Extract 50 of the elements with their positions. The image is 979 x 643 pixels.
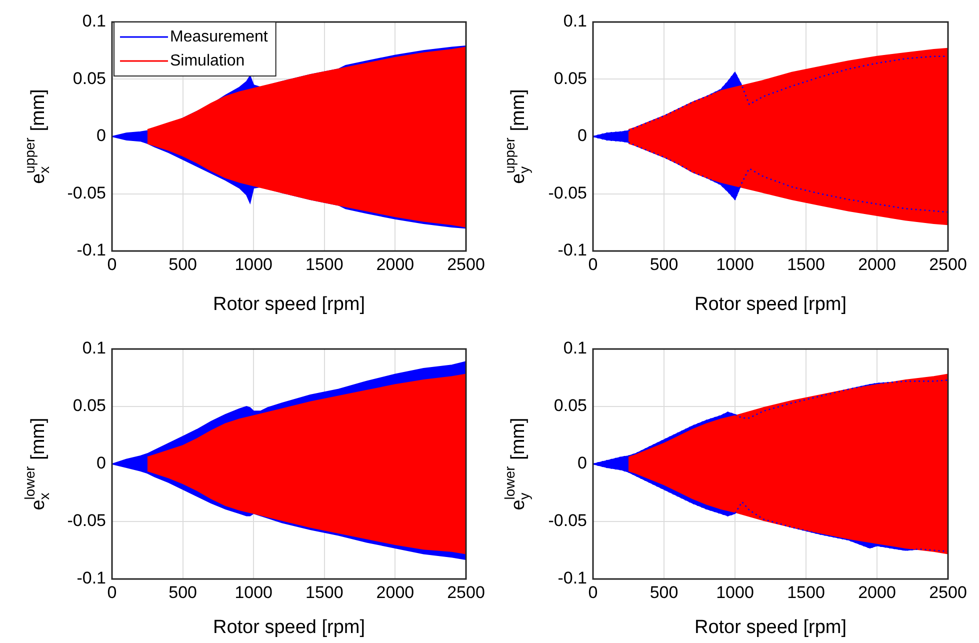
y-tick-label: 0 (96, 454, 106, 473)
x-axis-title: Rotor speed [rpm] (694, 294, 847, 315)
y-tick-label: -0.1 (558, 568, 587, 588)
x-tick-label: 1000 (234, 582, 273, 602)
y-tick-label: -0.05 (67, 511, 106, 530)
y-tick-label: -0.1 (558, 240, 587, 260)
x-tick-label: 1000 (716, 582, 754, 602)
y-tick-label: 0 (96, 126, 106, 146)
y-tick-label: 0.05 (554, 396, 587, 416)
x-axis-title: Rotor speed [rpm] (694, 616, 847, 638)
y-tick-label: -0.1 (76, 240, 106, 260)
x-tick-label: 2500 (447, 582, 485, 602)
y-tick-label: 0.05 (554, 68, 587, 88)
x-axis-title: Rotor speed [rpm] (212, 294, 366, 315)
y-axis-title: exupper [mm] (22, 89, 52, 184)
x-tick-label: 500 (650, 582, 678, 602)
y-tick-label: 0.05 (72, 396, 106, 416)
x-tick-label: 2500 (447, 254, 485, 274)
x-tick-label: 2000 (858, 254, 896, 274)
x-tick-label: 500 (168, 582, 197, 602)
x-tick-label: 500 (168, 254, 197, 274)
y-tick-label: -0.05 (548, 183, 587, 202)
y-tick-label: 0.1 (563, 12, 587, 31)
y-tick-label: -0.05 (67, 183, 106, 202)
x-tick-label: 1500 (787, 582, 825, 602)
x-tick-label: 1000 (234, 254, 273, 274)
x-tick-label: 2000 (376, 254, 414, 274)
x-tick-label: 1500 (305, 582, 344, 602)
x-tick-label: 500 (650, 254, 678, 274)
x-axis-title: Rotor speed [rpm] (212, 616, 366, 638)
x-tick-label: 2500 (929, 254, 967, 274)
y-tick-label: -0.05 (548, 511, 587, 530)
y-tick-label: 0.05 (72, 68, 106, 88)
x-tick-label: 1000 (716, 254, 754, 274)
y-axis-title: exlower [mm] (22, 418, 52, 510)
x-tick-label: 1500 (305, 254, 344, 274)
y-tick-label: 0 (578, 454, 587, 473)
y-tick-label: -0.1 (76, 568, 106, 588)
legend-label: Simulation (170, 52, 245, 70)
y-tick-label: 0.1 (563, 338, 587, 358)
y-axis-title: eylower [mm] (502, 418, 532, 510)
y-tick-label: 0.1 (82, 12, 106, 31)
y-axis-title: eyupper [mm] (502, 89, 532, 184)
legend-label: Measurement (170, 28, 268, 46)
x-tick-label: 1500 (787, 254, 825, 274)
y-tick-label: 0 (578, 126, 587, 146)
x-tick-label: 2500 (929, 582, 967, 602)
x-tick-label: 2000 (858, 582, 896, 602)
y-tick-label: 0.1 (82, 338, 106, 358)
x-tick-label: 2000 (376, 582, 414, 602)
